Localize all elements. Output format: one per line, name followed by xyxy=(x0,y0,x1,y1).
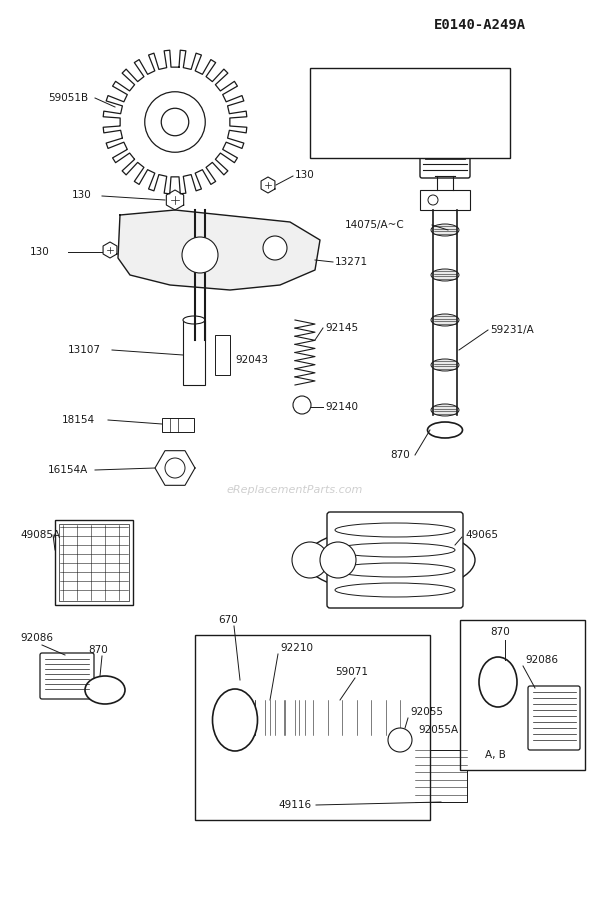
Text: 130: 130 xyxy=(295,170,314,180)
FancyBboxPatch shape xyxy=(420,190,470,210)
Polygon shape xyxy=(118,210,320,290)
FancyBboxPatch shape xyxy=(183,320,205,385)
FancyBboxPatch shape xyxy=(59,524,129,601)
Ellipse shape xyxy=(431,404,459,416)
Ellipse shape xyxy=(431,224,459,236)
Circle shape xyxy=(293,396,311,414)
Text: A, B: A, B xyxy=(485,750,506,760)
Text: 92055: 92055 xyxy=(410,707,443,717)
FancyBboxPatch shape xyxy=(327,512,463,608)
Text: 130: 130 xyxy=(30,247,50,257)
Text: 870: 870 xyxy=(390,450,409,460)
Circle shape xyxy=(161,108,189,136)
Text: 18154: 18154 xyxy=(62,415,95,425)
Text: 13107: 13107 xyxy=(68,345,101,355)
Text: E0140-A249A: E0140-A249A xyxy=(434,18,526,32)
FancyBboxPatch shape xyxy=(55,520,133,605)
FancyBboxPatch shape xyxy=(195,635,430,820)
FancyBboxPatch shape xyxy=(460,620,585,770)
Circle shape xyxy=(365,97,395,129)
Text: 92210: 92210 xyxy=(280,643,313,653)
Text: 59051/A: 59051/A xyxy=(425,95,468,105)
Text: 13271: 13271 xyxy=(335,257,368,267)
Ellipse shape xyxy=(431,359,459,371)
Ellipse shape xyxy=(305,527,475,593)
FancyBboxPatch shape xyxy=(255,700,305,735)
FancyBboxPatch shape xyxy=(528,686,580,750)
FancyBboxPatch shape xyxy=(40,653,94,699)
Ellipse shape xyxy=(428,422,463,438)
Ellipse shape xyxy=(431,269,459,281)
Text: 59071: 59071 xyxy=(335,667,368,677)
Circle shape xyxy=(145,92,205,152)
Text: 92086: 92086 xyxy=(525,655,558,665)
Ellipse shape xyxy=(212,689,257,751)
Polygon shape xyxy=(261,177,275,193)
Text: 49065: 49065 xyxy=(465,530,498,540)
Text: 130: 130 xyxy=(72,190,92,200)
Polygon shape xyxy=(155,451,195,485)
Text: 870: 870 xyxy=(490,627,510,637)
FancyBboxPatch shape xyxy=(415,750,467,802)
Text: 14075/A~C: 14075/A~C xyxy=(345,220,405,230)
FancyBboxPatch shape xyxy=(420,136,470,178)
Text: 870: 870 xyxy=(88,645,108,655)
FancyBboxPatch shape xyxy=(162,418,194,432)
Text: 92043: 92043 xyxy=(235,355,268,365)
Ellipse shape xyxy=(85,676,125,704)
Ellipse shape xyxy=(183,316,205,324)
Text: 92055A: 92055A xyxy=(418,725,458,735)
Circle shape xyxy=(320,542,356,578)
Polygon shape xyxy=(103,242,117,258)
Text: 92145: 92145 xyxy=(325,323,358,333)
Circle shape xyxy=(373,106,387,120)
FancyBboxPatch shape xyxy=(255,700,400,735)
Text: 670: 670 xyxy=(218,615,238,625)
Ellipse shape xyxy=(431,314,459,326)
Ellipse shape xyxy=(479,657,517,707)
Circle shape xyxy=(263,236,287,260)
Circle shape xyxy=(182,237,218,273)
Text: eReplacementParts.com: eReplacementParts.com xyxy=(227,485,363,495)
Text: 59231/A: 59231/A xyxy=(490,325,534,335)
FancyBboxPatch shape xyxy=(310,68,510,158)
Text: 59051B: 59051B xyxy=(48,93,88,103)
Circle shape xyxy=(428,195,438,205)
Circle shape xyxy=(388,728,412,752)
Text: 92140: 92140 xyxy=(325,402,358,412)
Circle shape xyxy=(165,458,185,478)
Text: 49085A: 49085A xyxy=(20,530,60,540)
Polygon shape xyxy=(166,190,183,210)
Text: 92086: 92086 xyxy=(20,633,53,643)
Circle shape xyxy=(292,542,328,578)
FancyBboxPatch shape xyxy=(215,335,230,375)
Text: 49116: 49116 xyxy=(278,800,311,810)
Text: A, B: A, B xyxy=(435,120,456,130)
Text: 16154A: 16154A xyxy=(48,465,88,475)
